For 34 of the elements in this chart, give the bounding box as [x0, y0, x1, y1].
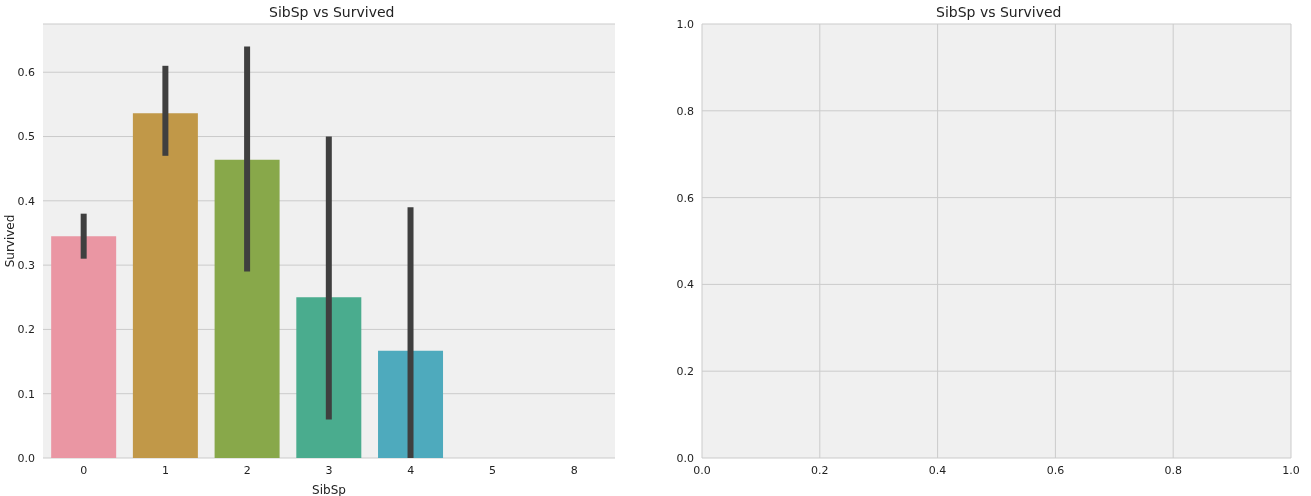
bar: [51, 236, 117, 458]
x-tick-label: 8: [570, 463, 578, 477]
x-tick-label: 5: [488, 463, 496, 477]
y-tick-label: 0.2: [17, 323, 35, 337]
y-tick-label: 0.0: [676, 451, 694, 465]
y-tick-label: 0.5: [17, 130, 35, 144]
y-tick-label: 0.8: [676, 104, 694, 118]
y-tick-label: 0.6: [17, 66, 35, 80]
y-tick-label: 0.3: [17, 259, 35, 273]
y-tick-label: 0.4: [17, 194, 35, 208]
x-tick-label: 0.8: [1163, 463, 1182, 477]
bar: [296, 297, 362, 458]
y-tick-label: 0.4: [676, 278, 694, 292]
y-tick-label: 1.0: [676, 17, 694, 31]
x-axis-title: SibSp: [312, 483, 346, 496]
y-axis-title: Survived: [3, 214, 18, 268]
x-tick-label: 2: [243, 463, 251, 477]
y-tick-label: 0.0: [17, 451, 35, 465]
x-tick-label: 0.4: [928, 463, 946, 477]
y-tick-label: 0.6: [676, 191, 694, 205]
x-tick-label: 0.0: [692, 463, 711, 477]
x-tick-label: 4: [407, 463, 415, 477]
y-tick-label: 0.2: [676, 365, 694, 379]
x-tick-label: 1: [162, 463, 170, 477]
x-tick-label: 0.6: [1046, 463, 1064, 477]
x-tick-label: 3: [325, 463, 333, 477]
y-tick-label: 0.1: [17, 387, 35, 401]
x-tick-label: 0.2: [810, 463, 829, 477]
bar: [214, 159, 280, 458]
chart-title: SibSp vs Survived: [268, 4, 396, 20]
chart-title: SibSp vs Survived: [935, 4, 1063, 20]
x-tick-label: 1.0: [1281, 463, 1300, 477]
bar: [132, 113, 198, 458]
x-tick-label: 0: [80, 463, 88, 477]
